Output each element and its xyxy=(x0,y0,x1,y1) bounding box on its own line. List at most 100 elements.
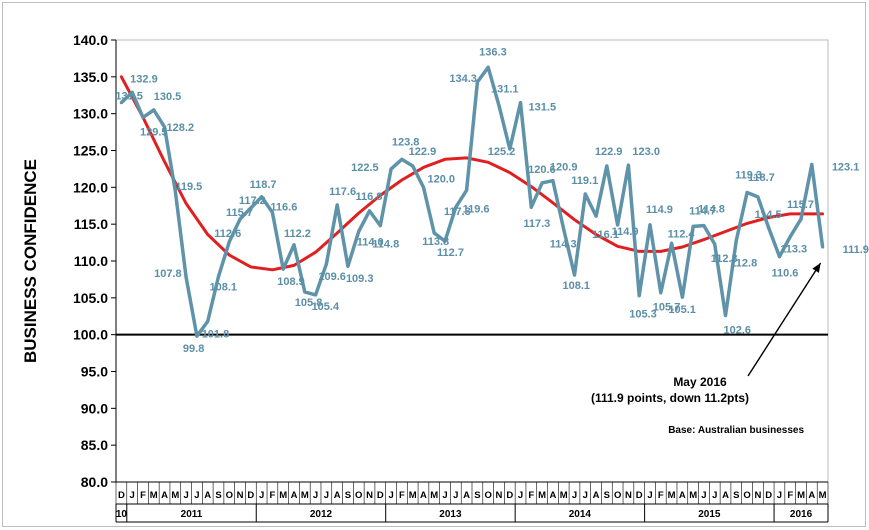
data-label: 109.3 xyxy=(346,273,374,285)
data-point xyxy=(562,227,566,231)
data-label: 119.6 xyxy=(463,203,490,215)
data-label: 122.9 xyxy=(409,146,437,158)
data-point xyxy=(141,115,145,119)
month-label: D xyxy=(765,490,772,501)
data-point xyxy=(465,188,469,192)
data-label: 131.5 xyxy=(115,91,143,103)
month-label: D xyxy=(377,490,384,501)
data-point xyxy=(335,203,339,207)
data-point xyxy=(583,192,587,196)
data-point xyxy=(238,217,242,221)
year-label: 2011 xyxy=(181,509,203,520)
data-label: 122.9 xyxy=(595,146,623,158)
data-label: 114.5 xyxy=(755,209,782,221)
data-point xyxy=(767,226,771,230)
data-label: 131.5 xyxy=(529,102,557,114)
data-point xyxy=(249,206,253,210)
data-label: 130.5 xyxy=(154,91,182,103)
data-point xyxy=(529,205,533,209)
data-point xyxy=(260,195,264,199)
y-tick-label: 125.0 xyxy=(73,143,108,159)
month-label: D xyxy=(636,490,643,501)
month-label: J xyxy=(388,490,393,501)
month-label: F xyxy=(787,490,793,501)
data-point xyxy=(184,275,188,279)
data-label: 134.3 xyxy=(449,73,477,85)
month-label: M xyxy=(150,490,158,501)
year-label: 2013 xyxy=(439,509,462,520)
data-point xyxy=(788,235,792,239)
month-label: F xyxy=(270,490,276,501)
data-label: 131.1 xyxy=(491,84,519,96)
data-label: 108.1 xyxy=(209,281,237,293)
data-point xyxy=(777,254,782,259)
month-label: M xyxy=(819,490,827,501)
data-point xyxy=(572,273,577,277)
data-label: 108.9 xyxy=(277,276,305,288)
data-label: 125.2 xyxy=(488,146,516,158)
month-label: J xyxy=(442,490,447,501)
month-label: J xyxy=(647,490,652,501)
month-label: F xyxy=(658,490,664,501)
year-label: 2015 xyxy=(698,509,721,520)
data-label: 109.6 xyxy=(318,271,346,283)
data-label: 114.8 xyxy=(698,204,725,216)
data-point xyxy=(821,245,825,249)
month-label: J xyxy=(701,490,706,501)
data-label: 107.8 xyxy=(154,268,182,280)
month-label: F xyxy=(399,490,405,501)
data-label: 105.8 xyxy=(295,297,323,309)
y-tick-label: 140.0 xyxy=(73,32,108,48)
y-axis-title: BUSINESS CONFIDENCE xyxy=(21,159,40,363)
annotation-detail: (111.9 points, down 11.2pts) xyxy=(591,391,749,405)
data-label: 119.3 xyxy=(735,169,762,181)
data-label: 116.1 xyxy=(592,229,619,241)
data-point xyxy=(421,185,426,189)
data-label: 120.6 xyxy=(528,164,556,176)
data-label: 136.3 xyxy=(479,46,507,58)
month-label: J xyxy=(313,490,318,501)
data-label: 132.9 xyxy=(130,73,158,85)
y-tick-label: 100.0 xyxy=(73,327,108,343)
data-point xyxy=(626,163,631,167)
data-point xyxy=(443,239,447,243)
month-label: M xyxy=(689,490,697,501)
month-label: A xyxy=(420,490,427,501)
data-label: 119.1 xyxy=(571,175,598,187)
data-label: 116.8 xyxy=(356,191,383,203)
data-label: 114.9 xyxy=(646,204,673,216)
month-label: F xyxy=(528,490,534,501)
month-label: M xyxy=(797,490,805,501)
month-label: J xyxy=(518,490,523,501)
data-point xyxy=(551,179,555,183)
month-label: A xyxy=(161,490,168,501)
data-point xyxy=(734,238,738,242)
month-label: J xyxy=(324,490,329,501)
data-point xyxy=(637,294,641,298)
data-point xyxy=(152,108,156,112)
month-label: M xyxy=(560,490,568,501)
month-label: A xyxy=(463,490,470,501)
data-point xyxy=(173,189,177,193)
data-label: 123.0 xyxy=(632,146,660,158)
month-label: J xyxy=(583,490,588,501)
data-point xyxy=(486,65,490,69)
y-tick-label: 135.0 xyxy=(73,69,108,85)
month-label: J xyxy=(712,490,717,501)
data-label: 129.5 xyxy=(140,126,168,138)
month-label: J xyxy=(453,490,458,501)
data-label: 112.6 xyxy=(214,228,241,240)
data-label: 112.7 xyxy=(437,247,464,259)
data-point xyxy=(691,224,695,228)
y-tick-label: 130.0 xyxy=(73,106,108,122)
data-label: 128.2 xyxy=(167,122,195,134)
data-point xyxy=(411,164,415,168)
month-label: A xyxy=(291,490,298,501)
data-label: 105.3 xyxy=(629,309,657,321)
data-point xyxy=(389,167,393,171)
month-label: M xyxy=(301,490,309,501)
data-point xyxy=(518,101,523,105)
month-label: J xyxy=(259,490,264,501)
month-label: A xyxy=(722,490,729,501)
